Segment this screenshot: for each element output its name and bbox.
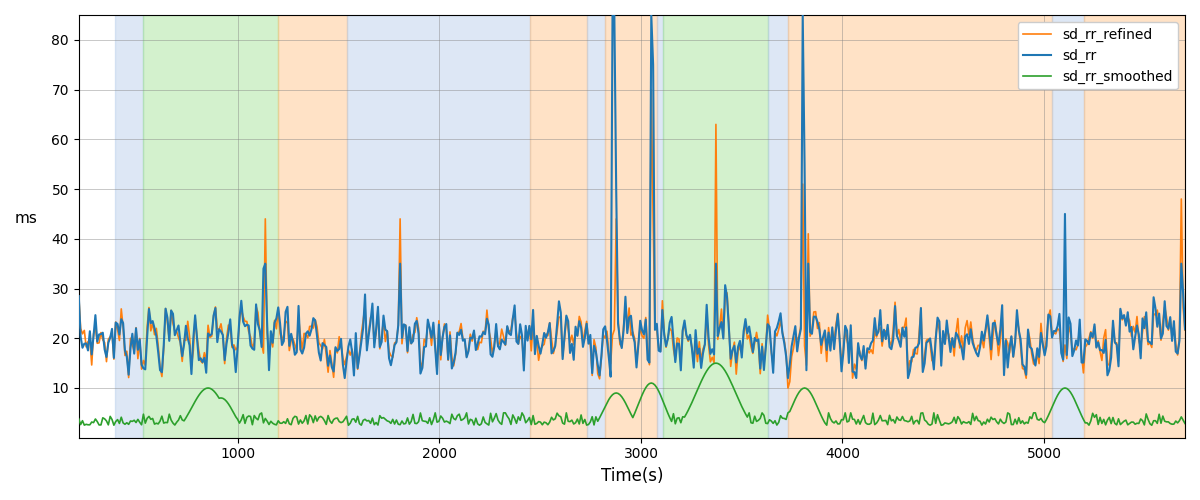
sd_rr_smoothed [1178,420,1193,426]
Bar [115,15,143,438]
sd_rr [814,342,828,348]
sd_rr_smoothed [812,408,827,414]
sd_rr_smoothed [1145,422,1159,428]
Bar [664,15,768,438]
sd_rr_smoothed [356,418,371,424]
sd_rr [908,345,923,351]
Bar [768,15,788,438]
Legend: sd_rr_refined, sd_rr, sd_rr_smoothed: sd_rr_refined, sd_rr, sd_rr_smoothed [1018,22,1178,90]
sd_rr_smoothed [709,360,724,366]
Bar [143,15,278,438]
Line: sd_rr_refined: sd_rr_refined [79,90,1186,388]
sd_rr [358,292,372,298]
sd_rr [574,324,588,330]
Bar [788,15,1052,438]
X-axis label: Time(s): Time(s) [601,467,664,485]
sd_rr_refined [781,385,796,391]
Bar [658,15,664,438]
sd_rr_smoothed [72,416,86,422]
sd_rr_smoothed [725,382,739,388]
Bar [1085,15,1186,438]
sd_rr_refined [268,318,282,324]
Bar [347,15,530,438]
sd_rr [268,320,282,326]
sd_rr_smoothed [268,422,282,428]
Bar [278,15,347,438]
sd_rr [605,12,619,18]
sd_rr [727,343,742,349]
sd_rr_smoothed [572,421,587,427]
Bar [587,15,605,438]
Bar [530,15,587,438]
Line: sd_rr: sd_rr [79,15,1186,378]
Bar [1052,15,1085,438]
sd_rr_refined [644,86,659,92]
sd_rr [72,293,86,299]
sd_rr_refined [572,314,587,320]
sd_rr_refined [908,350,923,356]
sd_rr_refined [814,350,828,356]
sd_rr_smoothed [906,421,920,427]
sd_rr [337,375,352,381]
sd_rr_refined [725,348,739,354]
Y-axis label: ms: ms [14,212,38,226]
sd_rr_refined [356,318,371,324]
sd_rr [1178,326,1193,332]
sd_rr_refined [1178,327,1193,333]
Bar [605,15,658,438]
sd_rr_refined [72,293,86,299]
Line: sd_rr_smoothed: sd_rr_smoothed [79,363,1186,425]
